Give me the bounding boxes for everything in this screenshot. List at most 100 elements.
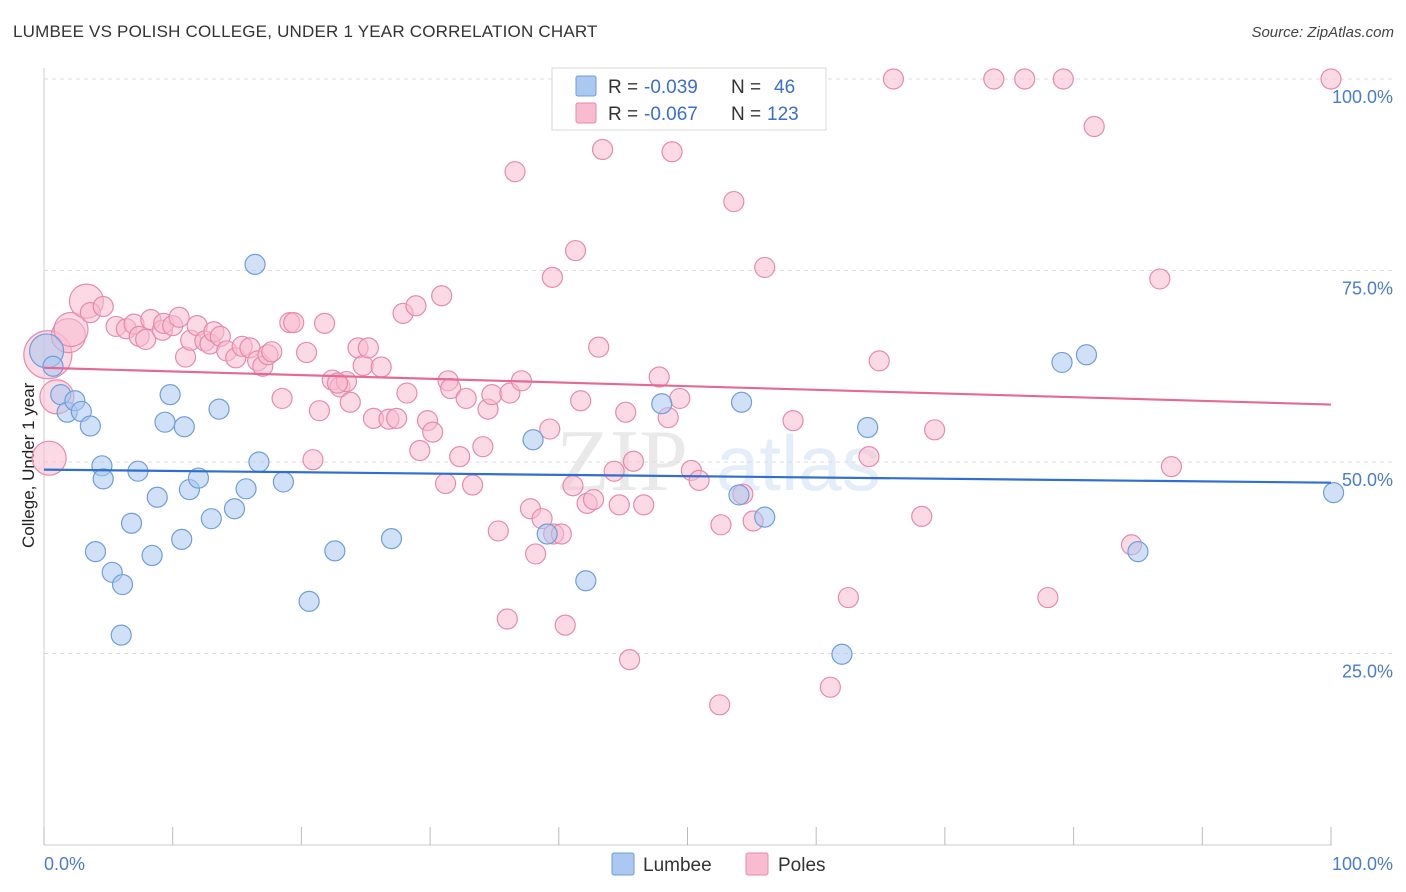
lumbee-point	[298, 590, 320, 613]
grid-lines	[44, 78, 1393, 654]
stats-r-value-poles: -0.067	[644, 104, 698, 125]
poles-point	[709, 694, 731, 716]
lumbee-point	[1127, 541, 1149, 563]
lumbee-point	[42, 355, 64, 377]
poles-point	[1052, 68, 1074, 90]
poles-point	[541, 266, 563, 288]
y-tick-label: 100.0%	[1332, 87, 1393, 107]
axes	[43, 68, 1332, 846]
poles-point	[525, 543, 547, 565]
lumbee-point	[754, 506, 776, 528]
lumbee-point	[857, 416, 879, 439]
poles-point	[308, 400, 331, 422]
poles-point	[562, 475, 584, 497]
lumbee-point	[380, 527, 403, 550]
lumbee-point	[1322, 482, 1345, 504]
poles-point	[449, 446, 471, 468]
poles-point	[648, 366, 670, 388]
lumbee-point	[1075, 344, 1098, 366]
stats-legend: R = -0.039 N = 46 R = -0.067 N = 123	[551, 67, 827, 131]
poles-point	[504, 161, 526, 183]
poles-point	[1160, 455, 1183, 478]
y-axis-title: College, Under 1 year	[19, 382, 38, 548]
source-note: Source: ZipAtlas.com	[1251, 24, 1394, 41]
poles-point	[405, 295, 427, 317]
stats-n-value-lumbee: 46	[774, 77, 795, 98]
poles-point	[271, 387, 293, 410]
stats-legend-box	[551, 67, 827, 131]
poles-point	[603, 460, 625, 482]
poles-point	[570, 390, 592, 412]
stats-n-value-poles: 123	[767, 104, 799, 125]
lumbee-point	[831, 643, 853, 665]
lumbee-point	[146, 486, 168, 508]
poles-point	[588, 336, 610, 358]
y-tick-label: 75.0%	[1342, 279, 1393, 299]
trend-lines	[43, 366, 1332, 484]
poles-point	[868, 350, 890, 372]
poles-point	[1037, 586, 1059, 609]
lumbee-point	[728, 484, 750, 506]
poles-point	[669, 387, 691, 410]
lumbee-point	[120, 512, 143, 534]
y-tick-label: 50.0%	[1342, 470, 1393, 490]
poles-point	[295, 341, 318, 364]
poles-point	[496, 608, 518, 630]
poles-point	[582, 488, 605, 511]
poles-point	[487, 520, 509, 542]
poles-point	[710, 514, 732, 536]
stats-swatch-poles	[575, 102, 597, 124]
x-tick-label-min: 0.0%	[44, 854, 85, 874]
lumbee-point	[208, 398, 230, 420]
poles-point	[661, 141, 683, 163]
poles-point	[983, 68, 1005, 90]
legend-swatch-poles	[745, 852, 769, 876]
lumbee-point	[84, 541, 107, 563]
poles-point	[688, 469, 710, 491]
lumbee-point	[1051, 351, 1073, 374]
lumbee-point	[111, 573, 134, 596]
lumbee-point	[92, 468, 114, 490]
poles-point	[472, 436, 494, 458]
poles-point	[386, 407, 408, 429]
stats-r-value-lumbee: -0.039	[644, 77, 698, 98]
poles-point	[618, 649, 641, 671]
poles-point	[434, 472, 457, 495]
poles-point	[754, 256, 776, 279]
poles-point	[911, 505, 933, 527]
stats-n-label-lumbee: N =	[731, 77, 761, 98]
legend-label-poles: Poles	[778, 855, 826, 876]
y-tick-labels: 25.0% 50.0% 75.0% 100.0%	[1332, 87, 1393, 682]
poles-point	[431, 285, 453, 307]
poles-point	[924, 419, 946, 441]
poles-point	[455, 387, 477, 410]
lumbee-point	[248, 451, 270, 473]
poles-point	[396, 382, 418, 404]
poles-point	[313, 312, 336, 334]
lumbee-point	[272, 471, 294, 493]
lumbee-point	[235, 478, 257, 500]
poles-point	[409, 439, 431, 462]
lumbee-point	[171, 528, 193, 550]
lumbee-point	[110, 624, 132, 646]
poles-point	[339, 391, 361, 413]
lumbee-point	[200, 508, 222, 530]
poles-point	[461, 474, 484, 496]
poles-point	[858, 446, 880, 468]
stats-n-label-poles: N =	[731, 104, 761, 125]
poles-point	[168, 306, 190, 328]
poles-point	[53, 311, 89, 348]
stats-swatch-lumbee	[575, 75, 597, 97]
lumbee-trend-line	[43, 468, 1332, 484]
poles-points	[23, 68, 1342, 716]
lumbee-point	[324, 540, 346, 562]
poles-point	[882, 68, 905, 90]
lumbee-point	[141, 544, 163, 567]
poles-point	[261, 341, 283, 363]
x-tick-label-max: 100.0%	[1332, 854, 1393, 874]
poles-point	[370, 356, 392, 378]
poles-point	[1083, 115, 1105, 138]
lumbee-point	[173, 416, 195, 438]
poles-point	[554, 614, 576, 636]
